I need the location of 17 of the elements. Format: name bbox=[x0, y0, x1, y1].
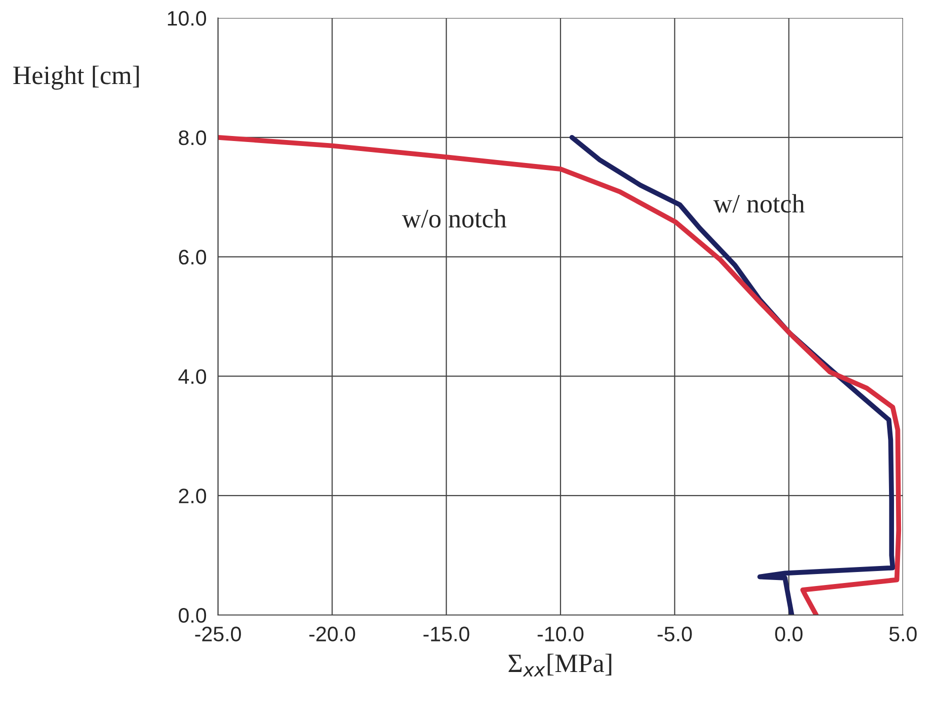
x-tick-label: -25.0 bbox=[195, 626, 241, 642]
line-series bbox=[218, 134, 902, 615]
y-tick-label: 2.0 bbox=[178, 488, 206, 504]
x-tick-label: -20.0 bbox=[309, 626, 356, 642]
y-tick-label: 8.0 bbox=[178, 130, 206, 146]
annotation: w/o notch bbox=[402, 209, 506, 228]
x-tick-label: -5.0 bbox=[658, 626, 692, 642]
y-tick-label: 0.0 bbox=[178, 608, 206, 623]
y-tick-label: 6.0 bbox=[178, 250, 206, 265]
y-tick-label: 10.0 bbox=[168, 11, 206, 26]
y-tick-label: 4.0 bbox=[178, 369, 206, 384]
y-axis-title: Height [cm] bbox=[13, 66, 139, 90]
x-tick-label: 5.0 bbox=[889, 626, 917, 642]
x-tick-label: 0.0 bbox=[775, 626, 802, 642]
x-axis-title: Σ$_{xx}$[MPa] bbox=[508, 654, 612, 676]
x-tick-label: -10.0 bbox=[538, 626, 584, 642]
x-tick-label: -15.0 bbox=[424, 626, 470, 642]
